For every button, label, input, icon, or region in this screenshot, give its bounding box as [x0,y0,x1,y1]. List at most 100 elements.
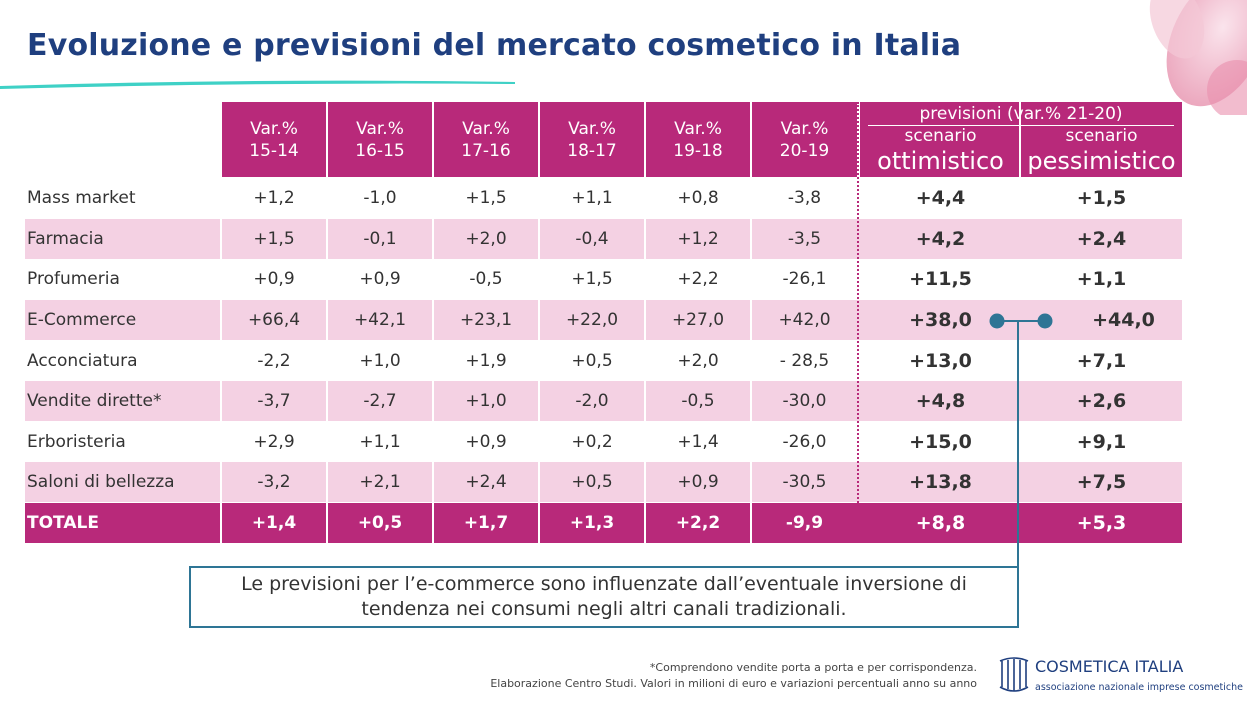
table-row: Farmacia +1,5 -0,1 +2,0 -0,4 +1,2 -3,5 +… [25,219,1182,259]
ecommerce-note: Le previsioni per l’e-commerce sono infl… [189,566,1019,628]
table-cell: +0,9 [465,432,507,452]
pessimistic-cell: +9,1 [1076,431,1127,453]
footnote-asterisk: *Comprendono vendite porta a porta e per… [649,661,977,674]
table-cell: -3,8 [787,188,822,208]
optimistic-cell: +4,4 [915,187,966,209]
col-header-line1: Var.% [568,118,616,139]
optimistic-cell: +4,2 [915,228,966,250]
table-row: Mass market +1,2 -1,0 +1,5 +1,1 +0,8 -3,… [25,178,1182,218]
total-cell: +1,3 [569,513,615,533]
forecast-header: previsioni (var.% 21-20) scenario scenar… [860,102,1182,177]
flower-decoration [1149,0,1247,115]
col-header-18-17: Var.% 18-17 [540,102,644,177]
col-header-19-18: Var.% 19-18 [646,102,750,177]
col-header-15-14: Var.% 15-14 [222,102,326,177]
forecast-title: previsioni (var.% 21-20) [919,104,1123,124]
table-cell: +27,0 [671,310,725,330]
optimistic-cell: +13,0 [909,350,972,372]
total-optimistic-cell: +8,8 [915,512,966,534]
col-header-16-15: Var.% 16-15 [328,102,432,177]
table-row: Profumeria +0,9 +0,9 -0,5 +1,5 +2,2 -26,… [25,259,1182,299]
table-cell: +1,5 [571,269,613,289]
table-cell: +1,1 [571,188,613,208]
table-cell: +2,2 [677,269,719,289]
cosmetica-italia-logo: COSMETICA ITALIA associazione nazionale … [997,655,1243,695]
table-cell: +2,0 [465,229,507,249]
table-cell: -0,5 [681,391,715,411]
total-cell: +2,2 [675,513,721,533]
col-header-line2: 16-15 [355,140,405,161]
table-cell: -3,7 [257,391,291,411]
table-cell: -3,2 [257,472,291,492]
pessimistic-cell: +7,5 [1076,471,1127,493]
table-row: E-Commerce +66,4 +42,1 +23,1 +22,0 +27,0… [25,300,1182,340]
table-cell: - 28,5 [779,351,830,371]
pessimistic-cell: +1,5 [1076,187,1127,209]
optimistic-cell: +13,8 [909,471,972,493]
table-cell: +1,5 [253,229,295,249]
column-divider [1019,102,1021,177]
logo-subtitle: associazione nazionale imprese cosmetich… [1035,682,1243,693]
table-cell: +1,2 [253,188,295,208]
page-title: Evoluzione e previsioni del mercato cosm… [27,28,962,63]
col-header-line1: Var.% [674,118,722,139]
table-cell: +2,9 [253,432,295,452]
table-cell: -0,5 [469,269,503,289]
column-divider [326,102,328,543]
total-cell: +1,4 [251,513,297,533]
column-divider [432,102,434,543]
column-divider [220,102,222,543]
pessimistic-label-line2: pessimistico [1027,147,1176,175]
table-cell: +2,0 [677,351,719,371]
total-cell: +1,7 [463,513,509,533]
row-label: Mass market [27,188,136,208]
table-cell: +42,1 [353,310,407,330]
table-cell: -2,2 [257,351,291,371]
row-label: Acconciatura [27,351,138,371]
table-cell: +2,1 [359,472,401,492]
table-cell: -2,7 [363,391,397,411]
table-cell: -30,5 [782,472,827,492]
pessimistic-cell: +44,0 [1092,309,1155,331]
row-label: Farmacia [27,229,104,249]
col-header-line1: Var.% [250,118,298,139]
total-cell: -9,9 [785,513,824,533]
column-divider [644,102,646,543]
logo-name: COSMETICA ITALIA [1035,657,1184,676]
table-cell: +1,0 [359,351,401,371]
table-cell: +0,5 [571,472,613,492]
ecommerce-note-text: Le previsioni per l’e-commerce sono infl… [241,573,967,620]
total-label: TOTALE [27,513,99,533]
table-cell: -26,1 [782,269,827,289]
pessimistic-cell: +1,1 [1076,268,1127,290]
table-cell: +1,1 [359,432,401,452]
footnote-source: Elaborazione Centro Studi. Valori in mil… [490,677,977,690]
pessimistic-cell: +2,4 [1076,228,1127,250]
table-cell: +1,0 [465,391,507,411]
optimistic-cell: +11,5 [909,268,972,290]
table-cell: +22,0 [565,310,619,330]
col-header-20-19: Var.% 20-19 [752,102,857,177]
pessimistic-cell: +2,6 [1076,390,1127,412]
column-divider [750,102,752,543]
forecast-dotted-divider [857,102,859,543]
table-cell: -0,4 [575,229,609,249]
table-cell: +1,9 [465,351,507,371]
col-header-line2: 17-16 [461,140,511,161]
row-label: Vendite dirette* [27,391,162,411]
table-cell: +0,2 [571,432,613,452]
table-row: Acconciatura -2,2 +1,0 +1,9 +0,5 +2,0 - … [25,341,1182,381]
row-label: Profumeria [27,269,120,289]
pessimistic-cell: +7,1 [1076,350,1127,372]
table-cell: +1,4 [677,432,719,452]
table-cell: +42,0 [778,310,831,330]
table-cell: +0,9 [677,472,719,492]
total-pessimistic-cell: +5,3 [1076,512,1127,534]
total-row: TOTALE +1,4 +0,5 +1,7 +1,3 +2,2 -9,9 +8,… [25,503,1182,543]
col-header-line1: Var.% [462,118,510,139]
logo-shell-icon [999,657,1029,692]
col-header-line2: 18-17 [567,140,617,161]
table-cell: +23,1 [459,310,513,330]
table-cell: -0,1 [363,229,397,249]
optimistic-cell: +4,8 [915,390,966,412]
